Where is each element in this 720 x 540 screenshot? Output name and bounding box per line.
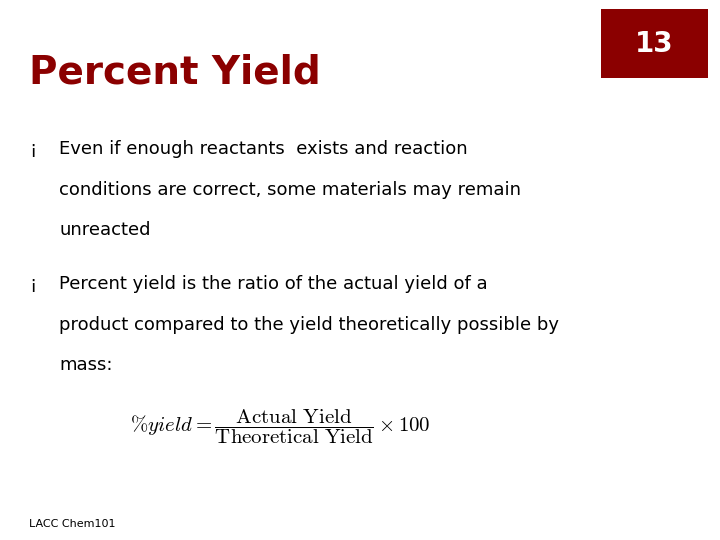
Text: Percent Yield: Percent Yield	[29, 54, 320, 92]
Text: ¡: ¡	[29, 140, 36, 158]
Text: ¡: ¡	[29, 275, 36, 293]
Text: $\%yield = \dfrac{\mathrm{Actual\ Yield}}{\mathrm{Theoretical\ Yield}} \times 10: $\%yield = \dfrac{\mathrm{Actual\ Yield}…	[130, 408, 430, 446]
Text: unreacted: unreacted	[59, 221, 150, 239]
Text: product compared to the yield theoretically possible by: product compared to the yield theoretica…	[59, 316, 559, 334]
Text: Percent yield is the ratio of the actual yield of a: Percent yield is the ratio of the actual…	[59, 275, 487, 293]
Text: conditions are correct, some materials may remain: conditions are correct, some materials m…	[59, 181, 521, 199]
Text: LACC Chem101: LACC Chem101	[29, 519, 115, 529]
Text: 13: 13	[635, 30, 674, 58]
FancyBboxPatch shape	[601, 9, 708, 78]
Text: mass:: mass:	[59, 356, 112, 374]
Text: Even if enough reactants  exists and reaction: Even if enough reactants exists and reac…	[59, 140, 468, 158]
